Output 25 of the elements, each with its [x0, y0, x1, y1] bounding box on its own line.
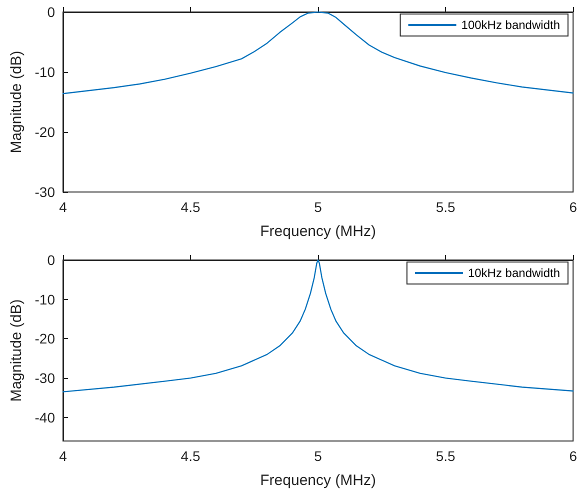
x-tick-label: 5.5 — [436, 448, 456, 464]
y-tick-label: -20 — [34, 330, 56, 347]
y-axis-title: Magnitude (dB) — [8, 299, 25, 402]
x-tick-label: 5 — [314, 448, 322, 464]
x-tick-label: 6 — [569, 448, 578, 464]
y-tick-label: -40 — [34, 409, 56, 426]
x-tick-label: 4.5 — [180, 199, 200, 215]
y-tick-label: -10 — [34, 291, 56, 308]
x-tick-label: 4.5 — [180, 448, 200, 464]
x-tick-label: 5.5 — [436, 199, 456, 215]
y-tick-label: -30 — [34, 370, 56, 386]
y-tick-label: 0 — [47, 252, 56, 268]
x-tick-label: 4 — [59, 448, 68, 464]
y-tick-label: -10 — [34, 64, 56, 80]
legend-label: 10kHz bandwidth — [468, 266, 560, 280]
x-axis-title: Frequency (MHz) — [260, 472, 376, 489]
x-tick-label: 5 — [314, 199, 322, 215]
x-tick-label: 6 — [569, 199, 578, 215]
x-axis-title: Frequency (MHz) — [260, 223, 376, 240]
y-axis-title: Magnitude (dB) — [8, 50, 25, 154]
x-tick-label: 4 — [59, 199, 68, 215]
y-tick-label: -30 — [34, 184, 56, 200]
y-tick-label: 0 — [47, 4, 56, 20]
y-tick-label: -20 — [34, 124, 56, 140]
legend-label: 100kHz bandwidth — [461, 18, 560, 32]
